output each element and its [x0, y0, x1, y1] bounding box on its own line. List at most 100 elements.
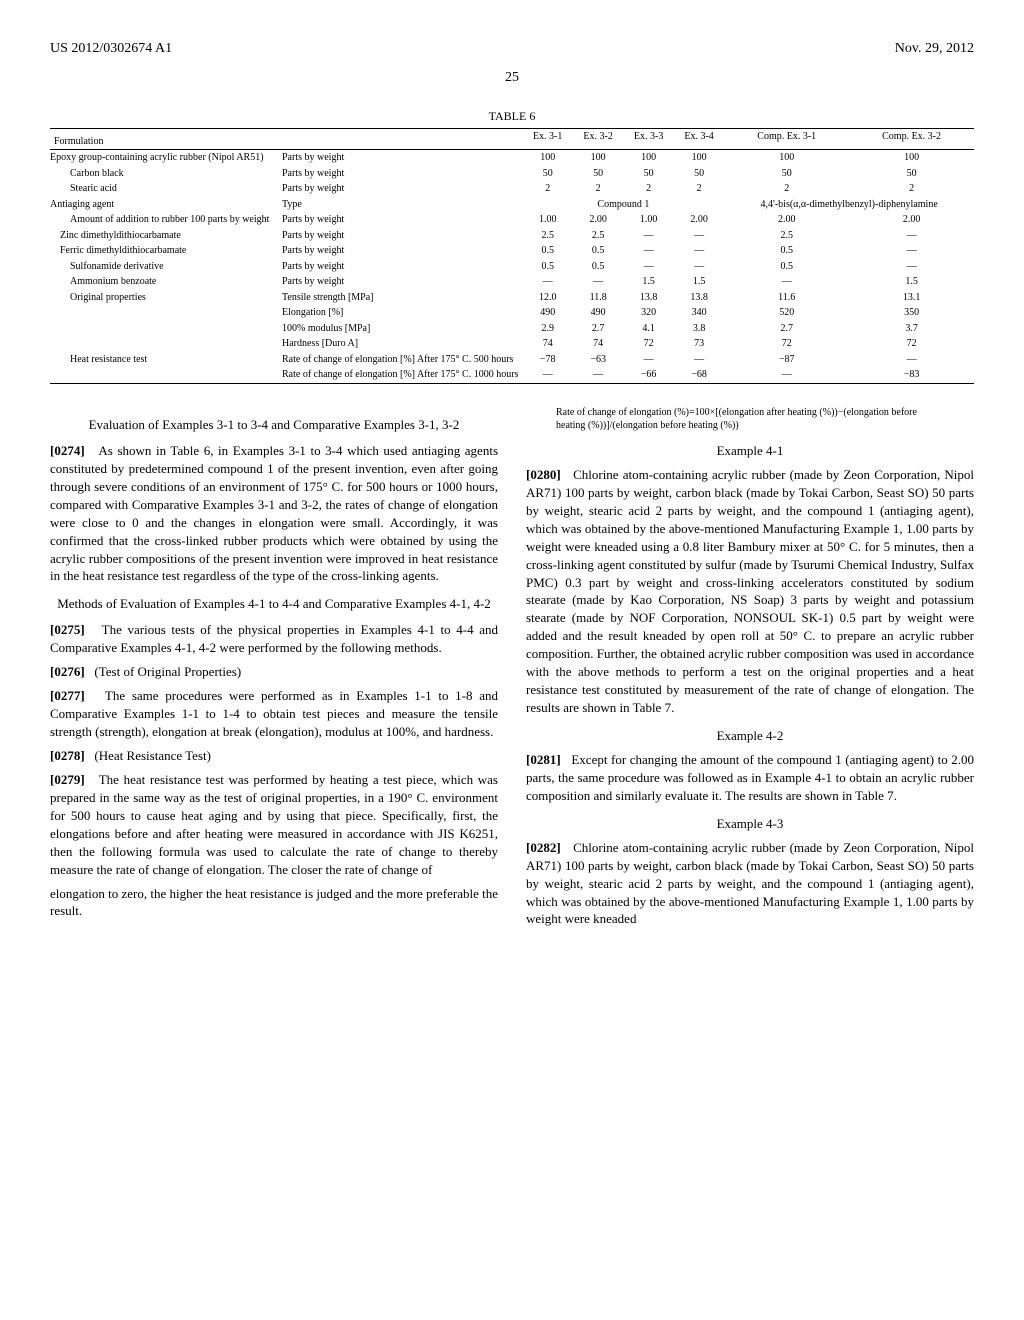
cell: — — [573, 367, 623, 383]
cell: 340 — [674, 305, 724, 321]
cell: 74 — [573, 336, 623, 352]
table6-caption: TABLE 6 — [50, 108, 974, 124]
pnum-0274: [0274] — [50, 443, 85, 458]
page-header: US 2012/0302674 A1 Nov. 29, 2012 — [50, 40, 974, 59]
formula: Rate of change of elongation (%)=100×[(e… — [556, 406, 944, 432]
table-row: Carbon blackParts by weight505050505050 — [50, 166, 974, 182]
row-unit: Parts by weight — [278, 243, 522, 259]
para-0275: [0275] The various tests of the physical… — [50, 621, 498, 657]
col-ex31: Ex. 3-1 — [522, 128, 572, 150]
table-row: Heat resistance testRate of change of el… — [50, 352, 974, 368]
cell: — — [674, 352, 724, 368]
cell: 490 — [573, 305, 623, 321]
cell: 12.0 — [522, 290, 572, 306]
cell: 50 — [674, 166, 724, 182]
cell: — — [849, 352, 974, 368]
cell: 72 — [724, 336, 849, 352]
row-unit: Parts by weight — [278, 259, 522, 275]
cell: 100 — [674, 150, 724, 166]
cell: 50 — [522, 166, 572, 182]
col-ex33: Ex. 3-3 — [623, 128, 673, 150]
cell: 100 — [573, 150, 623, 166]
row-unit: Parts by weight — [278, 274, 522, 290]
para-0278: [0278] (Heat Resistance Test) — [50, 747, 498, 765]
cell: 11.8 — [573, 290, 623, 306]
row-unit: Parts by weight — [278, 166, 522, 182]
pnum-0277: [0277] — [50, 688, 85, 703]
cell: 2 — [573, 181, 623, 197]
para-0274: [0274] As shown in Table 6, in Examples … — [50, 442, 498, 586]
para-0282: [0282] Chlorine atom-containing acrylic … — [526, 839, 974, 929]
row-unit: Elongation [%] — [278, 305, 522, 321]
cell: 2.7 — [724, 321, 849, 337]
cell: −78 — [522, 352, 572, 368]
cell: — — [724, 367, 849, 383]
sec1-title: Evaluation of Examples 3-1 to 3-4 and Co… — [50, 416, 498, 434]
cell: 2.00 — [573, 212, 623, 228]
para-0280: [0280] Chlorine atom-containing acrylic … — [526, 466, 974, 717]
para-0281: [0281] Except for changing the amount of… — [526, 751, 974, 805]
table-row: Antiaging agentTypeCompound 14,4'-bis(α,… — [50, 197, 974, 213]
row-unit: Hardness [Duro A] — [278, 336, 522, 352]
table6: Formulation Ex. 3-1 Ex. 3-2 Ex. 3-3 Ex. … — [50, 128, 974, 384]
row-unit: Rate of change of elongation [%] After 1… — [278, 367, 522, 383]
row-label: Epoxy group-containing acrylic rubber (N… — [50, 150, 278, 166]
cell: 320 — [623, 305, 673, 321]
pnum-0275: [0275] — [50, 622, 85, 637]
cell: 1.00 — [623, 212, 673, 228]
cell: — — [623, 228, 673, 244]
row-unit: 100% modulus [MPa] — [278, 321, 522, 337]
cell: 2.5 — [724, 228, 849, 244]
table-row: 100% modulus [MPa]2.92.74.13.82.73.7 — [50, 321, 974, 337]
col-cex31: Comp. Ex. 3-1 — [724, 128, 849, 150]
pnum-0282: [0282] — [526, 840, 561, 855]
ptext-0276: (Test of Original Properties) — [94, 664, 241, 679]
cell: 50 — [623, 166, 673, 182]
cell: — — [849, 259, 974, 275]
table-row: Zinc dimethyldithiocarbamateParts by wei… — [50, 228, 974, 244]
cell: −83 — [849, 367, 974, 383]
row-label: Heat resistance test — [50, 352, 278, 368]
cell: 0.5 — [522, 259, 572, 275]
cell: 100 — [522, 150, 572, 166]
row-unit: Tensile strength [MPa] — [278, 290, 522, 306]
ptext-0274: As shown in Table 6, in Examples 3-1 to … — [50, 443, 498, 584]
col-unit — [278, 128, 522, 150]
cell: 1.5 — [623, 274, 673, 290]
table-row: Elongation [%]490490320340520350 — [50, 305, 974, 321]
cell: −68 — [674, 367, 724, 383]
cell: — — [674, 259, 724, 275]
row-label — [50, 336, 278, 352]
row-label: Ammonium benzoate — [50, 274, 278, 290]
cell: 2.7 — [573, 321, 623, 337]
cell: 2 — [674, 181, 724, 197]
cell: 11.6 — [724, 290, 849, 306]
cell: 100 — [849, 150, 974, 166]
cell: — — [573, 274, 623, 290]
row-label: Sulfonamide derivative — [50, 259, 278, 275]
cell: — — [623, 352, 673, 368]
col-ex32: Ex. 3-2 — [573, 128, 623, 150]
ptext-0278: (Heat Resistance Test) — [94, 748, 211, 763]
row-unit: Parts by weight — [278, 150, 522, 166]
cell: 520 — [724, 305, 849, 321]
cell: 2 — [623, 181, 673, 197]
table-row: Amount of addition to rubber 100 parts b… — [50, 212, 974, 228]
cell: 2 — [522, 181, 572, 197]
cell: −63 — [573, 352, 623, 368]
cell: 13.1 — [849, 290, 974, 306]
row-label: Original properties — [50, 290, 278, 306]
row-label: Ferric dimethyldithiocarbamate — [50, 243, 278, 259]
cell: — — [522, 274, 572, 290]
row-label: Amount of addition to rubber 100 parts b… — [50, 212, 278, 228]
pnum-0279: [0279] — [50, 772, 85, 787]
cell: 2.00 — [724, 212, 849, 228]
cell: 0.5 — [724, 259, 849, 275]
cell: 72 — [623, 336, 673, 352]
row-unit: Parts by weight — [278, 181, 522, 197]
table-row: Rate of change of elongation [%] After 1… — [50, 367, 974, 383]
pnum-0280: [0280] — [526, 467, 561, 482]
page-number: 25 — [50, 69, 974, 88]
cell: 350 — [849, 305, 974, 321]
cell: — — [674, 228, 724, 244]
